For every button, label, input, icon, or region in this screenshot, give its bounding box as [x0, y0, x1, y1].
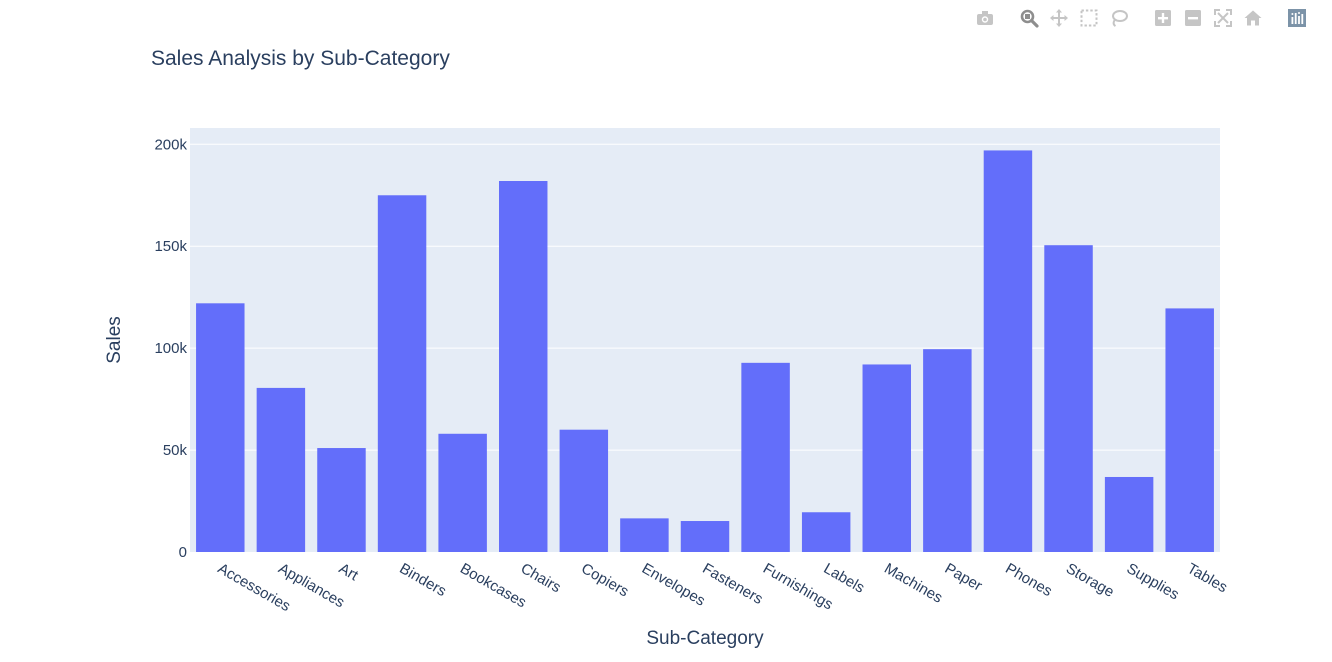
autoscale-icon — [1214, 9, 1232, 27]
modebar-group — [1014, 6, 1134, 30]
plotly-logo-button[interactable] — [1282, 6, 1312, 30]
camera-button[interactable] — [970, 6, 1000, 30]
bar-furnishings — [741, 362, 790, 552]
x-tick-label: Bookcases — [457, 560, 529, 611]
plotly-logo-icon — [1288, 9, 1306, 27]
x-tick-label: Labels — [821, 560, 868, 597]
x-tick-label: Art — [336, 560, 362, 585]
modebar — [956, 6, 1312, 30]
bar-labels — [801, 512, 851, 552]
y-tick-label: 150k — [154, 238, 187, 255]
bar-tables — [1165, 308, 1214, 552]
zoom-button[interactable] — [1014, 6, 1044, 30]
y-tick-label: 200k — [154, 136, 187, 153]
lasso-select-icon — [1112, 10, 1128, 27]
bar-accessories — [196, 303, 245, 552]
bar-appliances — [256, 387, 306, 552]
y-axis-title: Sales — [104, 316, 125, 364]
zoom-icon — [1020, 9, 1039, 28]
camera-icon — [977, 11, 993, 25]
x-tick-label: Envelopes — [639, 560, 708, 610]
box-select-button[interactable] — [1074, 6, 1104, 30]
y-tick-label: 50k — [163, 442, 188, 459]
modebar-group — [1282, 6, 1312, 30]
bar-binders — [377, 195, 427, 552]
x-tick-label: Chairs — [518, 560, 564, 596]
modebar-group — [1148, 6, 1268, 30]
x-axis-title: Sub-Category — [646, 628, 764, 649]
pan-icon — [1050, 9, 1068, 27]
zoom-out-icon — [1185, 10, 1201, 26]
x-tick-label: Fasteners — [699, 560, 765, 608]
x-tick-label: Supplies — [1124, 560, 1182, 603]
bar-copiers — [559, 429, 609, 552]
bar-fasteners — [680, 521, 730, 552]
zoom-out-button[interactable] — [1178, 6, 1208, 30]
x-tick-label: Tables — [1184, 560, 1230, 596]
x-tick-label: Phones — [1002, 560, 1055, 600]
bar-art — [317, 448, 366, 552]
reset-axes-icon — [1244, 10, 1262, 26]
chart-title: Sales Analysis by Sub-Category — [151, 47, 450, 70]
reset-axes-button[interactable] — [1238, 6, 1268, 30]
pan-button[interactable] — [1044, 6, 1074, 30]
lasso-select-button[interactable] — [1104, 6, 1134, 30]
bar-machines — [862, 364, 911, 552]
x-tick-label: Paper — [942, 560, 985, 595]
bar-phones — [983, 150, 1033, 552]
x-tick-label: Storage — [1063, 560, 1117, 601]
bar-supplies — [1104, 476, 1154, 552]
bar-storage — [1044, 245, 1093, 552]
autoscale-button[interactable] — [1208, 6, 1238, 30]
zoom-in-icon — [1155, 10, 1171, 26]
x-tick-label: Binders — [397, 560, 450, 600]
bar-envelopes — [620, 518, 669, 552]
modebar-group — [970, 6, 1000, 30]
y-tick-label: 100k — [154, 340, 187, 357]
bar-bookcases — [438, 433, 487, 552]
x-tick-label: Machines — [881, 560, 945, 607]
zoom-in-button[interactable] — [1148, 6, 1178, 30]
box-select-icon — [1080, 9, 1098, 27]
bar-paper — [923, 349, 972, 552]
y-tick-label: 0 — [179, 544, 187, 561]
bar-chairs — [499, 181, 548, 552]
x-tick-label: Copiers — [578, 560, 631, 601]
